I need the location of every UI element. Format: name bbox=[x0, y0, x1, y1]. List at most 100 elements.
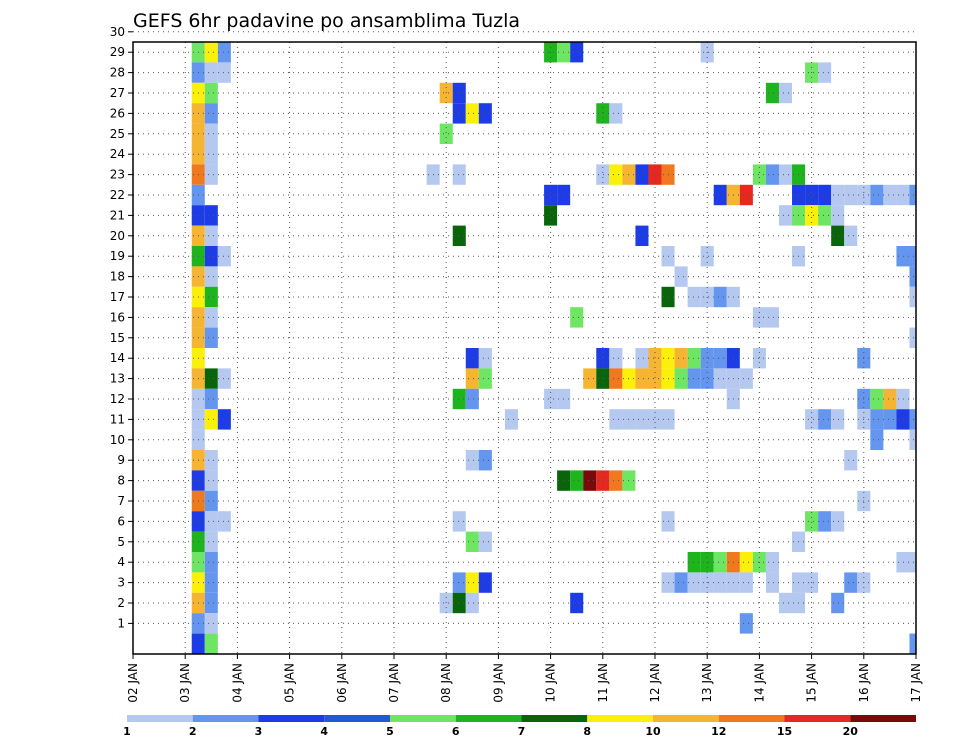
y-tick-label: 24 bbox=[110, 147, 125, 161]
heatmap-cell bbox=[870, 409, 884, 430]
x-tick-label: 13 JAN bbox=[700, 663, 714, 703]
y-tick-label: 21 bbox=[110, 208, 125, 222]
x-tick-label: 09 JAN bbox=[491, 663, 505, 703]
legend-level-label: 7 bbox=[518, 725, 526, 738]
heatmap-cell bbox=[204, 470, 218, 491]
heatmap-cell bbox=[674, 266, 688, 287]
heatmap-cell bbox=[204, 123, 218, 144]
heatmap-cell bbox=[204, 164, 218, 185]
heatmap-cell bbox=[204, 552, 218, 573]
heatmap-cell bbox=[217, 62, 231, 83]
heatmap-cell bbox=[217, 409, 231, 430]
y-tick-label: 10 bbox=[110, 433, 125, 447]
heatmap-cell bbox=[909, 184, 916, 206]
y-tick-label: 15 bbox=[110, 331, 125, 345]
heatmap-cell bbox=[452, 572, 466, 593]
plot-frame bbox=[132, 41, 917, 655]
heatmap-cell bbox=[674, 368, 688, 389]
legend-level-label: 15 bbox=[777, 725, 792, 738]
heatmap-cell bbox=[844, 450, 858, 471]
y-tick-label: 4 bbox=[117, 555, 125, 569]
heatmap-cell bbox=[452, 164, 466, 185]
heatmap-cell bbox=[765, 164, 779, 185]
legend-level-label: 8 bbox=[583, 725, 591, 738]
y-tick-label: 30 bbox=[110, 25, 125, 39]
heatmap-cell bbox=[896, 184, 910, 206]
legend-swatch bbox=[850, 715, 916, 722]
x-tick-label: 15 JAN bbox=[805, 663, 819, 703]
heatmap-cell bbox=[818, 205, 832, 226]
heatmap-cell bbox=[204, 572, 218, 593]
heatmap-cell bbox=[778, 164, 793, 185]
chart-title: GEFS 6hr padavine po ansamblima Tuzla bbox=[133, 10, 520, 32]
heatmap-cell bbox=[217, 246, 231, 267]
heatmap-cell bbox=[687, 572, 701, 593]
heatmap-cell bbox=[713, 286, 727, 308]
heatmap-cell bbox=[204, 266, 218, 287]
x-tick-label: 05 JAN bbox=[283, 663, 297, 703]
heatmap-cell bbox=[204, 62, 218, 83]
legend-swatch bbox=[192, 715, 259, 722]
color-legend: 1 2 3 4 5 6 7 8 10 12 15 20 bbox=[123, 715, 916, 738]
y-tick-label: 28 bbox=[110, 66, 125, 80]
heatmap-cell bbox=[883, 388, 897, 410]
heatmap-cell bbox=[217, 42, 231, 63]
heatmap-cell bbox=[452, 511, 466, 532]
heatmap-cell bbox=[765, 307, 779, 328]
heatmap-cell bbox=[583, 368, 597, 389]
heatmap-cell bbox=[452, 592, 466, 614]
y-tick-label: 20 bbox=[110, 229, 125, 243]
heatmap-cell bbox=[870, 184, 884, 206]
y-tick-label: 1 bbox=[117, 616, 125, 630]
y-tick-label: 17 bbox=[110, 290, 125, 304]
heatmap-cell bbox=[700, 348, 714, 369]
heatmap-cell bbox=[778, 205, 793, 226]
heatmap-cell bbox=[465, 531, 479, 552]
heatmap-cell bbox=[883, 409, 897, 430]
legend-swatch bbox=[390, 715, 456, 722]
heatmap-cell bbox=[778, 592, 793, 614]
heatmap-cell bbox=[465, 388, 479, 410]
x-tick-label: 02 JAN bbox=[126, 663, 140, 703]
heatmap-cell bbox=[844, 184, 858, 206]
y-tick-label: 27 bbox=[110, 86, 125, 100]
heatmap-cell bbox=[739, 572, 753, 593]
heatmap-cell bbox=[805, 184, 819, 206]
heatmap-cell bbox=[752, 164, 766, 185]
legend-level-label: 12 bbox=[711, 725, 726, 738]
heatmap-cell bbox=[713, 184, 727, 206]
heatmap-cell bbox=[204, 450, 218, 471]
heatmap-cell bbox=[452, 103, 466, 124]
heatmap-cell bbox=[204, 592, 218, 614]
legend-level-label: 5 bbox=[386, 725, 394, 738]
x-tick-label: 03 JAN bbox=[178, 663, 192, 703]
heatmap-cell bbox=[204, 225, 218, 246]
heatmap-cell bbox=[596, 368, 610, 389]
heatmap-cell bbox=[909, 246, 916, 267]
heatmap-cell bbox=[739, 552, 753, 573]
heatmap-cell bbox=[570, 42, 584, 63]
x-tick-label: 04 JAN bbox=[230, 663, 244, 703]
heatmap-cell bbox=[700, 246, 714, 267]
heatmap-cell bbox=[831, 592, 845, 614]
x-tick-label: 11 JAN bbox=[596, 663, 610, 703]
x-tick-label: 17 JAN bbox=[909, 663, 923, 703]
heatmap-cell bbox=[648, 164, 662, 185]
heatmap-cell bbox=[204, 511, 218, 532]
heatmap-cell bbox=[831, 184, 845, 206]
legend-swatch bbox=[587, 715, 653, 722]
heatmap-cell bbox=[478, 348, 492, 369]
heatmap-cell bbox=[204, 307, 218, 328]
heatmap-cell bbox=[204, 327, 218, 348]
legend-swatch bbox=[127, 715, 193, 722]
heatmap-cell bbox=[204, 82, 218, 104]
heatmap-cell bbox=[596, 470, 610, 491]
heatmap-cell bbox=[204, 42, 218, 63]
heatmap-cell bbox=[478, 531, 492, 552]
y-tick-label: 23 bbox=[110, 168, 125, 182]
heatmap-cell bbox=[452, 225, 466, 246]
heatmap-cell bbox=[583, 470, 597, 491]
heatmap-cell bbox=[465, 348, 479, 369]
heatmap-cell bbox=[674, 348, 688, 369]
legend-level-label: 10 bbox=[645, 725, 661, 738]
